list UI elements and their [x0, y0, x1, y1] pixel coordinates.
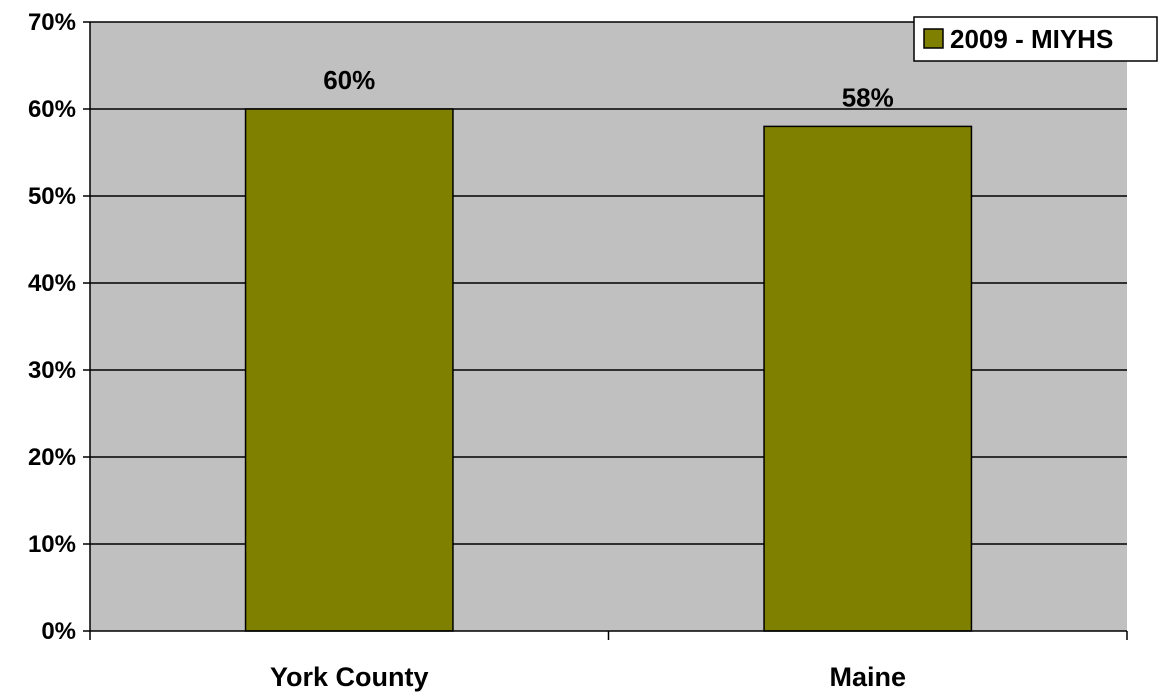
y-tick-labels: 0% 10% 20% 30% 40% 50% 60% 70%	[28, 9, 76, 645]
bar	[763, 125, 973, 632]
y-tick-label: 50%	[28, 183, 76, 210]
y-tick-label: 40%	[28, 270, 76, 297]
y-tick-label: 0%	[41, 618, 76, 645]
bar	[244, 108, 454, 632]
x-tick-label: York County	[270, 662, 429, 692]
y-tick-label: 20%	[28, 444, 76, 471]
data-label: 60%	[323, 65, 375, 95]
y-tick-label: 30%	[28, 357, 76, 384]
axes	[83, 21, 1128, 640]
y-tick-label: 60%	[28, 96, 76, 123]
y-tick-label: 10%	[28, 531, 76, 558]
legend: 2009 - MIYHS	[913, 16, 1158, 62]
y-tick-label: 70%	[28, 9, 76, 36]
legend-box	[913, 16, 1158, 62]
bars	[244, 108, 973, 632]
x-tick-labels: York County Maine	[270, 662, 906, 692]
legend-swatch	[923, 28, 944, 49]
x-tick-label: Maine	[829, 662, 906, 692]
data-labels: 60% 58%	[323, 65, 894, 112]
legend-label: 2009 - MIYHS	[950, 24, 1113, 54]
data-label: 58%	[842, 82, 894, 112]
